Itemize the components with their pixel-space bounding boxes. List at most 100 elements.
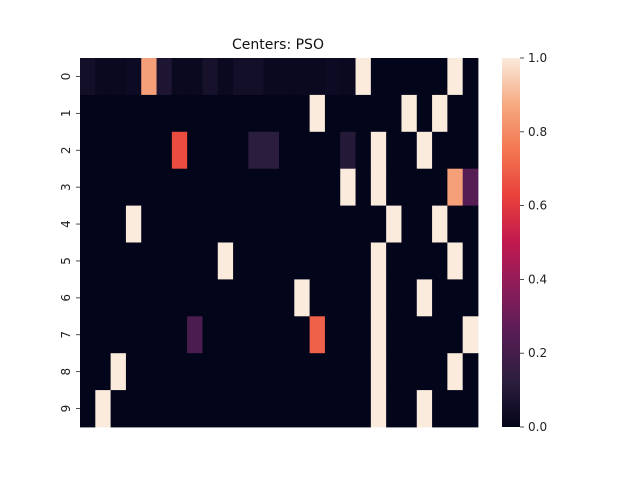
heatmap-cell — [95, 242, 112, 280]
heatmap-cell — [110, 353, 127, 391]
heatmap-cell — [462, 390, 479, 428]
heatmap-cell — [156, 279, 173, 317]
heatmap-cell — [233, 316, 249, 354]
heatmap-cell — [110, 168, 127, 206]
heatmap-cell — [248, 353, 265, 391]
heatmap-cell — [447, 390, 464, 428]
heatmap-cell — [386, 168, 402, 206]
heatmap-cell — [187, 168, 203, 206]
heatmap-cell — [432, 353, 448, 391]
heatmap-cell — [462, 205, 479, 243]
heatmap-cell — [309, 205, 326, 243]
colorbar-tick-label: 0.6 — [528, 199, 547, 213]
heatmap-cell — [217, 168, 234, 206]
heatmap-cell — [202, 58, 219, 96]
heatmap-cell — [187, 353, 203, 391]
heatmap-cell — [324, 131, 341, 170]
heatmap-cell — [324, 390, 341, 428]
heatmap-cell — [171, 242, 188, 280]
heatmap-cell — [202, 242, 219, 280]
heatmap-cell — [248, 94, 265, 133]
heatmap-cell — [401, 168, 418, 206]
heatmap-cell — [447, 58, 464, 96]
heatmap-cell — [432, 316, 448, 354]
heatmap-cell — [248, 205, 265, 243]
heatmap-cell — [355, 168, 372, 206]
heatmap-cell — [294, 205, 311, 243]
heatmap-cell — [294, 242, 311, 280]
heatmap-cell — [248, 390, 265, 428]
heatmap-cell — [141, 168, 157, 206]
heatmap-cell — [279, 58, 295, 96]
heatmap-cell — [156, 58, 173, 96]
row-tick-label: 2 — [59, 146, 73, 154]
heatmap-cell — [125, 242, 142, 280]
heatmap-cell — [263, 316, 280, 354]
heatmap-cell — [309, 168, 326, 206]
heatmap-cell — [233, 390, 249, 428]
heatmap-cell — [95, 58, 112, 96]
heatmap-cell — [156, 168, 173, 206]
heatmap-cell — [263, 390, 280, 428]
heatmap-cell — [386, 279, 402, 317]
heatmap-cell — [416, 58, 433, 96]
row-tick-label: 9 — [59, 405, 73, 413]
row-tick-label: 7 — [59, 331, 73, 339]
heatmap-cell — [217, 94, 234, 133]
chart-title: Centers: PSO — [232, 37, 324, 53]
heatmap-cell — [156, 205, 173, 243]
heatmap-cell — [110, 279, 127, 317]
heatmap-cell — [95, 205, 112, 243]
heatmap-cell — [340, 390, 356, 428]
heatmap-cell — [217, 316, 234, 354]
heatmap-cell — [187, 205, 203, 243]
heatmap-cell — [462, 94, 479, 133]
heatmap-cell — [80, 353, 96, 391]
heatmap-cell — [171, 353, 188, 391]
heatmap-cell — [217, 205, 234, 243]
heatmap-cell — [416, 316, 433, 354]
heatmap-cell — [141, 58, 157, 96]
heatmap-cell — [217, 131, 234, 170]
heatmap-cell — [447, 279, 464, 317]
heatmap-cell — [141, 316, 157, 354]
heatmap-cell — [80, 279, 96, 317]
heatmap-cell — [233, 168, 249, 206]
colorbar-tick-label: 1.0 — [528, 51, 547, 65]
heatmap-cell — [324, 353, 341, 391]
heatmap-cell — [110, 205, 127, 243]
heatmap-cell — [309, 94, 326, 133]
heatmap-cell — [95, 390, 112, 428]
heatmap-cell — [386, 205, 402, 243]
heatmap-cell — [171, 131, 188, 170]
heatmap-cell — [340, 279, 356, 317]
heatmap-cell — [355, 353, 372, 391]
heatmap-cell — [416, 390, 433, 428]
heatmap-cell — [125, 94, 142, 133]
heatmap-cell — [370, 168, 387, 206]
heatmap-cell — [263, 205, 280, 243]
heatmap-cell — [401, 316, 418, 354]
heatmap-cell — [141, 390, 157, 428]
heatmap-cell — [432, 94, 448, 133]
heatmap-cells — [80, 58, 479, 428]
heatmap-cell — [309, 279, 326, 317]
heatmap-cell — [202, 205, 219, 243]
heatmap-cell — [217, 390, 234, 428]
heatmap-cell — [80, 131, 96, 170]
heatmap-cell — [202, 316, 219, 354]
heatmap-cell — [355, 279, 372, 317]
heatmap-cell — [370, 205, 387, 243]
heatmap-cell — [294, 131, 311, 170]
heatmap-cell — [202, 168, 219, 206]
heatmap-cell — [95, 316, 112, 354]
heatmap-cell — [355, 205, 372, 243]
heatmap-cell — [125, 279, 142, 317]
heatmap-cell — [340, 316, 356, 354]
heatmap-cell — [248, 131, 265, 170]
heatmap-cell — [80, 168, 96, 206]
heatmap-cell — [324, 279, 341, 317]
heatmap-cell — [141, 279, 157, 317]
heatmap-cell — [309, 316, 326, 354]
heatmap-cell — [110, 242, 127, 280]
